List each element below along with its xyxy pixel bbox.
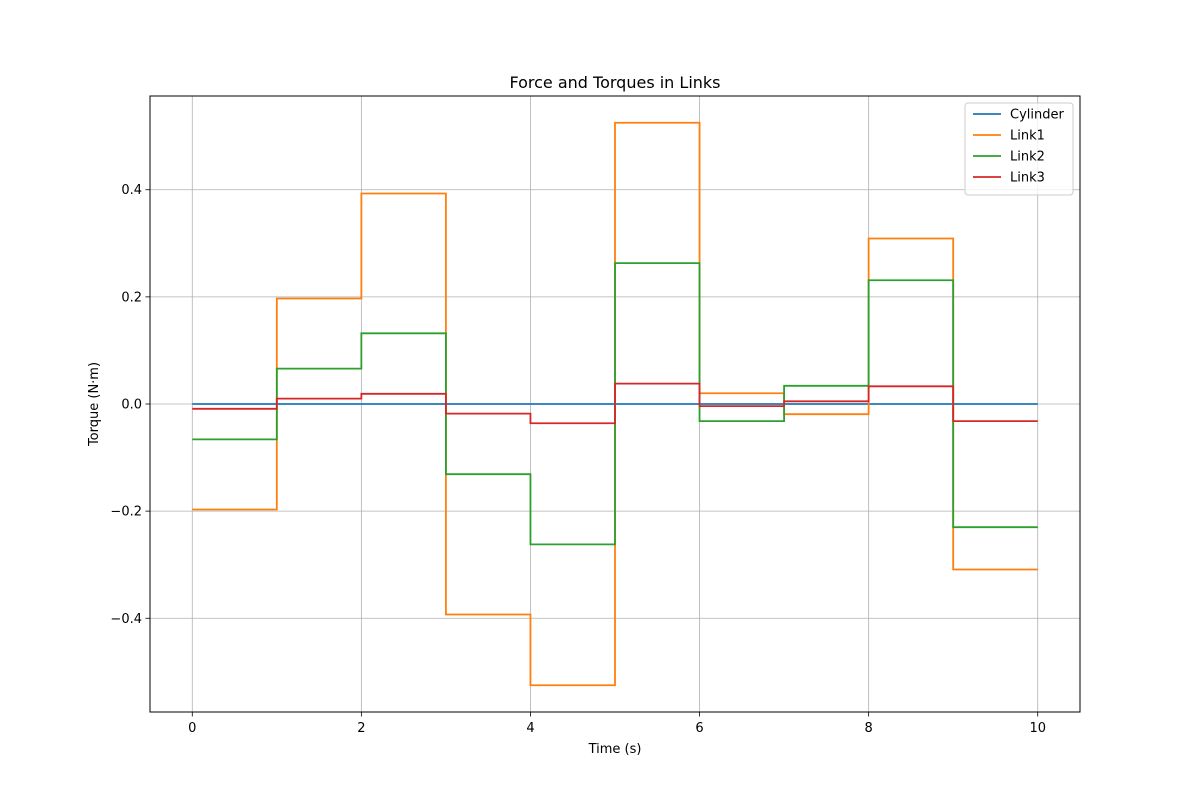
y-tick-label: 0.4 bbox=[121, 183, 142, 198]
legend: Cylinder Link1 Link2 Link3 bbox=[964, 102, 1074, 196]
series-line-link3 bbox=[192, 382, 1038, 425]
ticks: 0 2 4 6 8 10 −0.4 −0.2 0.0 0.2 0.4 bbox=[110, 183, 1046, 736]
legend-label: Link1 bbox=[1010, 129, 1045, 144]
y-axis-label: Torque (N·m) bbox=[87, 362, 102, 447]
legend-label: Link3 bbox=[1010, 171, 1045, 186]
y-tick-label: −0.2 bbox=[110, 505, 142, 520]
y-tick-label: 0.2 bbox=[121, 290, 142, 305]
legend-box bbox=[964, 102, 1074, 196]
x-tick-label: 2 bbox=[357, 721, 365, 736]
series-layer bbox=[192, 121, 1038, 687]
legend-label: Cylinder bbox=[1010, 108, 1064, 123]
legend-label: Link2 bbox=[1010, 150, 1045, 165]
x-tick-label: 8 bbox=[864, 721, 872, 736]
x-axis-label: Time (s) bbox=[588, 742, 642, 757]
x-tick-label: 6 bbox=[695, 721, 703, 736]
x-tick-label: 10 bbox=[1029, 721, 1046, 736]
x-tick-label: 0 bbox=[188, 721, 196, 736]
x-tick-label: 4 bbox=[526, 721, 534, 736]
chart-title: Force and Torques in Links bbox=[509, 73, 720, 92]
y-tick-label: −0.4 bbox=[110, 612, 142, 627]
y-tick-label: 0.0 bbox=[121, 398, 142, 413]
